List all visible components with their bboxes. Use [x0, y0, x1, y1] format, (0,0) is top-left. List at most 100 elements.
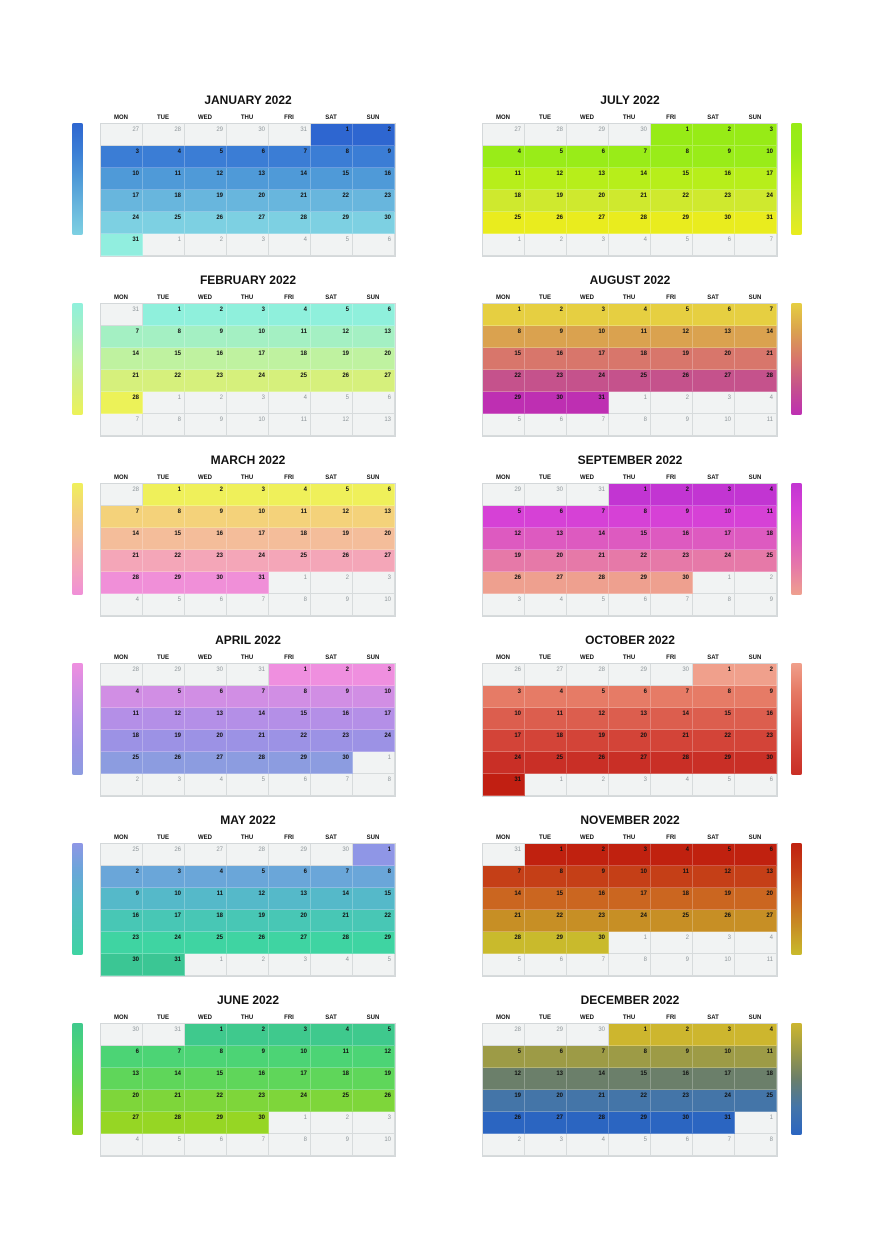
weekday-label: FRI [284, 835, 294, 841]
day-number: 27 [724, 373, 731, 379]
day-cell: 18 [269, 348, 311, 370]
day-number: 19 [384, 1071, 391, 1077]
adjacent-month-day-cell: 29 [525, 1024, 567, 1046]
adjacent-month-day-cell: 30 [651, 664, 693, 686]
day-number: 9 [219, 329, 223, 335]
day-cell: 27 [101, 1112, 143, 1134]
day-number: 15 [384, 891, 391, 897]
day-cell: 27 [525, 572, 567, 594]
day-number: 5 [559, 149, 563, 155]
day-cell: 25 [101, 752, 143, 774]
day-cell: 29 [525, 932, 567, 954]
adjacent-month-day-cell: 4 [567, 1134, 609, 1156]
day-number: 7 [685, 689, 689, 695]
day-number: 12 [598, 711, 605, 717]
day-cell: 10 [567, 326, 609, 348]
day-number: 5 [261, 777, 265, 783]
adjacent-month-day-cell: 29 [567, 124, 609, 146]
day-cell: 25 [269, 550, 311, 572]
day-number: 3 [261, 307, 265, 313]
adjacent-month-day-cell: 12 [311, 414, 353, 436]
day-cell: 19 [143, 730, 185, 752]
day-number: 10 [384, 689, 391, 695]
day-number: 30 [640, 127, 647, 133]
day-number: 7 [601, 957, 605, 963]
day-number: 6 [387, 237, 391, 243]
adjacent-month-day-cell: 4 [101, 1134, 143, 1156]
day-number: 21 [132, 373, 139, 379]
color-gradient-bar [791, 483, 802, 595]
day-number: 8 [727, 597, 731, 603]
day-cell: 24 [693, 1090, 735, 1112]
day-number: 15 [300, 711, 307, 717]
day-cell: 19 [525, 190, 567, 212]
adjacent-month-day-cell: 9 [651, 414, 693, 436]
day-number: 4 [219, 777, 223, 783]
day-cell: 10 [269, 1046, 311, 1068]
day-number: 28 [682, 755, 689, 761]
weekday-label: FRI [284, 655, 294, 661]
weekday-label: FRI [666, 655, 676, 661]
day-number: 3 [303, 1027, 307, 1033]
day-cell: 4 [311, 1024, 353, 1046]
day-cell: 9 [651, 506, 693, 528]
day-number: 10 [384, 597, 391, 603]
day-number: 3 [261, 487, 265, 493]
day-number: 30 [556, 487, 563, 493]
adjacent-month-day-cell: 7 [735, 234, 777, 256]
day-cell: 5 [227, 866, 269, 888]
day-number: 27 [640, 755, 647, 761]
weekday-label: SUN [366, 115, 380, 121]
day-number: 23 [258, 1093, 265, 1099]
adjacent-month-day-cell: 10 [353, 1134, 395, 1156]
adjacent-month-day-cell: 1 [185, 954, 227, 976]
day-number: 1 [643, 935, 647, 941]
month-title: AUGUST 2022 [589, 273, 671, 287]
adjacent-month-day-cell: 1 [525, 774, 567, 796]
adjacent-month-day-cell: 7 [101, 414, 143, 436]
adjacent-month-day-cell: 29 [269, 844, 311, 866]
day-number: 23 [216, 553, 223, 559]
day-number: 1 [177, 237, 181, 243]
day-cell: 23 [525, 370, 567, 392]
day-number: 17 [514, 733, 521, 739]
day-number: 15 [724, 711, 731, 717]
day-number: 5 [517, 509, 521, 515]
day-cell: 1 [693, 664, 735, 686]
weekday-label: THU [622, 295, 636, 301]
day-number: 6 [559, 417, 563, 423]
weekday-label: THU [240, 295, 254, 301]
day-cell: 5 [567, 686, 609, 708]
day-number: 14 [640, 171, 647, 177]
day-number: 15 [640, 1071, 647, 1077]
adjacent-month-day-cell: 11 [735, 954, 777, 976]
day-number: 7 [345, 777, 349, 783]
day-cell: 31 [101, 234, 143, 256]
day-number: 18 [300, 531, 307, 537]
day-number: 28 [514, 935, 521, 941]
day-cell: 4 [525, 686, 567, 708]
day-number: 20 [216, 733, 223, 739]
day-cell: 6 [567, 146, 609, 168]
day-number: 1 [643, 1027, 647, 1033]
day-number: 30 [258, 127, 265, 133]
day-cell: 7 [735, 304, 777, 326]
month-title: JUNE 2022 [216, 993, 280, 1007]
day-cell: 17 [735, 168, 777, 190]
day-number: 2 [685, 395, 689, 401]
day-cell: 27 [567, 212, 609, 234]
day-number: 21 [766, 351, 773, 357]
day-number: 29 [682, 215, 689, 221]
day-number: 13 [300, 891, 307, 897]
weekday-header: MON TUE WED THU FRI SAT SUN [100, 653, 396, 663]
adjacent-month-day-cell: 2 [311, 572, 353, 594]
day-number: 16 [766, 711, 773, 717]
day-number: 23 [342, 733, 349, 739]
day-cell: 14 [143, 1068, 185, 1090]
day-number: 4 [685, 777, 689, 783]
day-number: 4 [517, 149, 521, 155]
adjacent-month-day-cell: 2 [185, 392, 227, 414]
day-number: 2 [685, 935, 689, 941]
day-cell: 14 [735, 326, 777, 348]
weekday-label: THU [240, 655, 254, 661]
